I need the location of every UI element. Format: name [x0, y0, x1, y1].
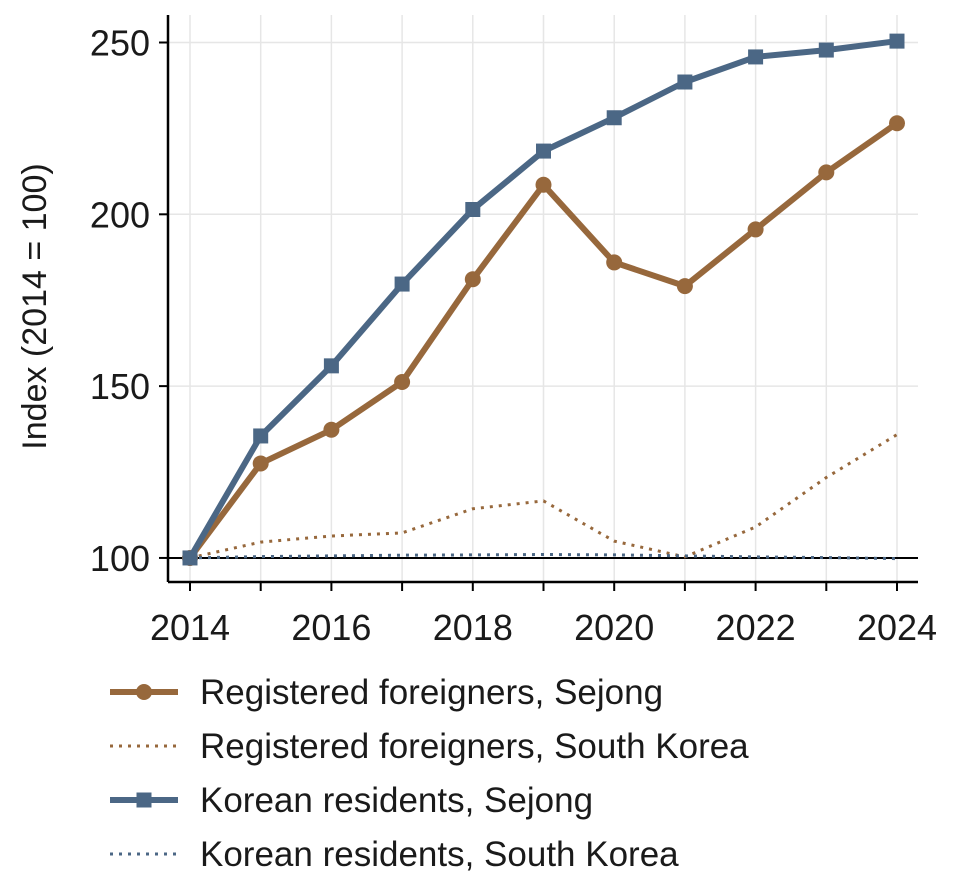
x-tick-label: 2024	[857, 607, 937, 648]
legend-label: Registered foreigners, South Korea	[200, 727, 749, 766]
series-4	[189, 553, 898, 561]
grid	[168, 15, 918, 582]
data-point	[182, 550, 198, 566]
data-point	[747, 221, 764, 238]
data-point	[606, 110, 622, 126]
data-point	[535, 176, 552, 193]
x-tick-label: 2016	[291, 607, 371, 648]
series-line	[189, 553, 898, 561]
legend-label: Korean residents, Sejong	[200, 781, 593, 820]
data-point	[536, 143, 551, 159]
data-point	[606, 254, 623, 271]
legend-item-2: Registered foreigners, South Korea	[110, 727, 749, 766]
data-point	[889, 33, 905, 49]
data-point	[677, 74, 693, 90]
y-tick-label: 100	[90, 538, 150, 579]
x-tick-label: 2018	[433, 607, 513, 648]
y-tick-label: 200	[90, 194, 150, 235]
data-point	[465, 201, 481, 217]
legend-item-1: Registered foreigners, Sejong	[110, 673, 663, 712]
y-tick-label: 250	[90, 22, 150, 63]
y-axis-label: Index (2014 = 100)	[16, 163, 54, 449]
legend-item-4: Korean residents, South Korea	[110, 835, 679, 874]
data-point	[676, 278, 693, 295]
series-2	[189, 433, 898, 560]
legend-item-3: Korean residents, Sejong	[110, 781, 593, 820]
axes	[159, 15, 918, 591]
legend-label: Korean residents, South Korea	[200, 835, 679, 874]
x-tick-label: 2014	[150, 607, 230, 648]
legend-marker	[136, 684, 152, 700]
data-point	[818, 42, 834, 58]
series-1	[182, 115, 905, 566]
legend: Registered foreigners, Sejong Registered …	[110, 673, 749, 874]
series-3	[182, 33, 905, 566]
data-point	[818, 164, 835, 181]
legend-marker	[136, 792, 152, 808]
data-point	[748, 49, 764, 65]
series-line	[189, 433, 898, 560]
data-point	[394, 276, 410, 292]
data-point	[889, 115, 905, 132]
data-point	[252, 455, 269, 472]
series-group	[182, 33, 905, 566]
x-tick-label: 2020	[574, 607, 654, 648]
data-point	[394, 374, 411, 391]
tick-labels: 2014 2016 2018 2020 2022 2024 100 150 200 250	[90, 22, 937, 648]
data-point	[323, 421, 340, 438]
x-tick-label: 2022	[716, 607, 796, 648]
data-point	[464, 271, 481, 288]
data-point	[323, 358, 339, 374]
legend-label: Registered foreigners, Sejong	[200, 673, 663, 712]
data-point	[253, 428, 269, 444]
y-tick-label: 150	[90, 366, 150, 407]
